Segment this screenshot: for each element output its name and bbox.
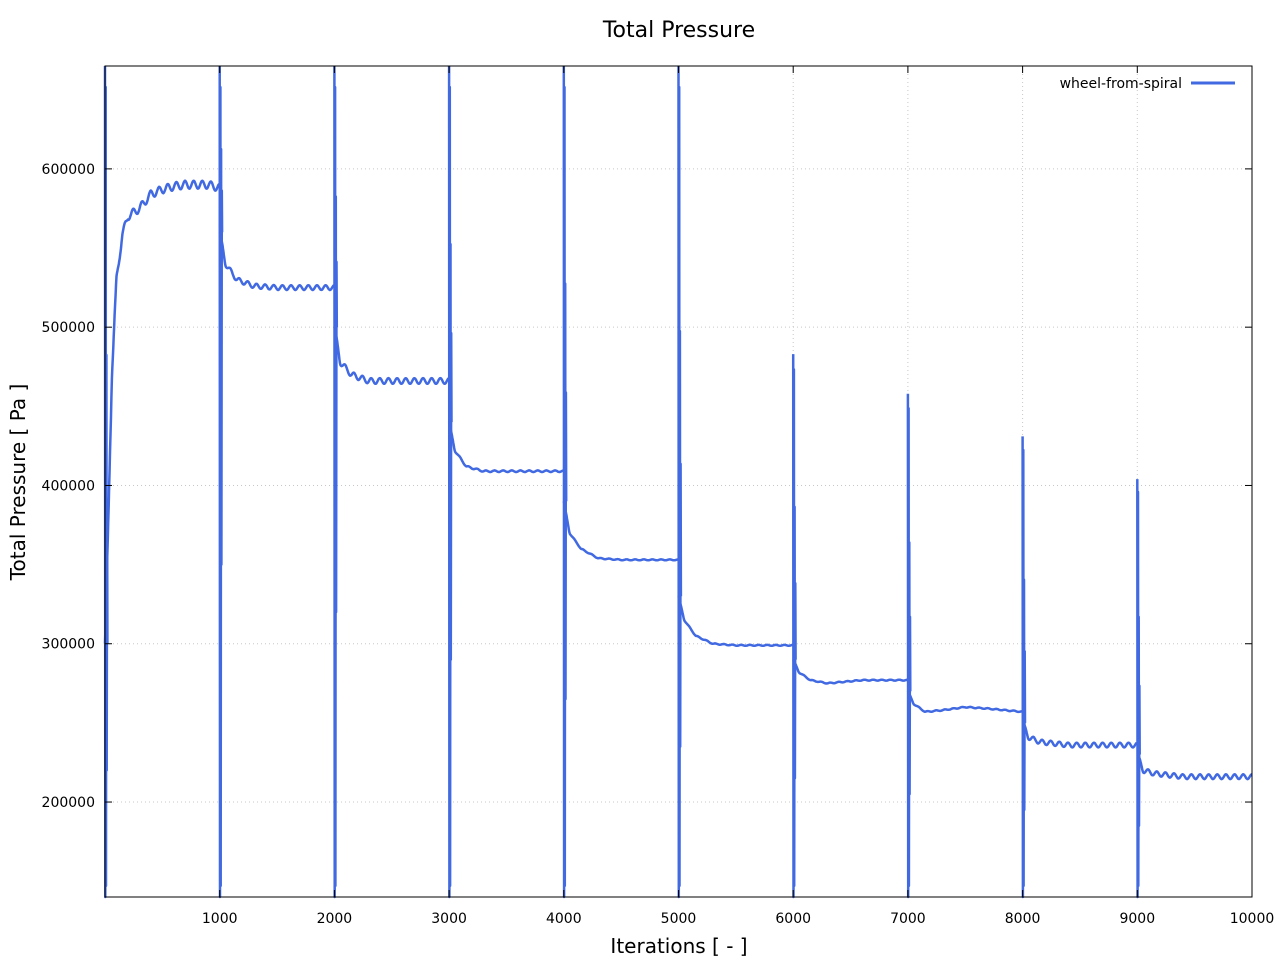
series-segment	[1021, 721, 1138, 749]
series-spike	[1021, 436, 1027, 899]
series-segment	[677, 595, 794, 648]
legend-label: wheel-from-spiral	[1060, 76, 1182, 92]
series-segment	[906, 690, 1023, 714]
x-tick-label: 3000	[431, 911, 467, 927]
x-axis-title: Iterations [ - ]	[610, 934, 747, 958]
series-segment	[218, 231, 335, 292]
x-tick-label: 10000	[1230, 911, 1275, 927]
axis-ticks: 1000 2000 3000 4000 5000 6000 7000 8000 9000 1000…	[42, 66, 1275, 927]
series-spike	[677, 65, 683, 899]
series-spike	[562, 65, 568, 899]
x-tick-label: 4000	[546, 911, 582, 927]
series-segment	[447, 421, 565, 474]
series-segment	[562, 501, 679, 562]
series-spike	[218, 65, 224, 899]
series-spike	[1136, 479, 1141, 899]
x-tick-label: 7000	[890, 911, 926, 927]
y-tick-label: 200000	[42, 795, 95, 811]
y-tick-label: 500000	[42, 320, 95, 336]
x-tick-label: 1000	[202, 911, 238, 927]
chart-title: Total Pressure	[602, 18, 755, 43]
series-segment	[1136, 753, 1253, 781]
x-tick-label: 6000	[775, 911, 811, 927]
series-segment	[792, 658, 909, 685]
y-tick-label: 600000	[42, 162, 95, 178]
legend: wheel-from-spiral	[1060, 76, 1235, 92]
y-tick-label: 300000	[42, 637, 95, 653]
series-spike	[906, 393, 912, 899]
series-spike	[447, 65, 453, 899]
x-tick-label: 2000	[317, 911, 353, 927]
x-tick-label: 9000	[1119, 911, 1155, 927]
series-spike	[791, 354, 797, 899]
series-segment	[103, 179, 221, 644]
x-tick-label: 5000	[661, 911, 697, 927]
series-spike	[333, 65, 339, 899]
x-tick-label: 8000	[1005, 911, 1041, 927]
series-segment	[333, 326, 450, 386]
y-tick-label: 400000	[42, 478, 95, 494]
y-axis-title: Total Pressure [ Pa ]	[6, 384, 30, 582]
